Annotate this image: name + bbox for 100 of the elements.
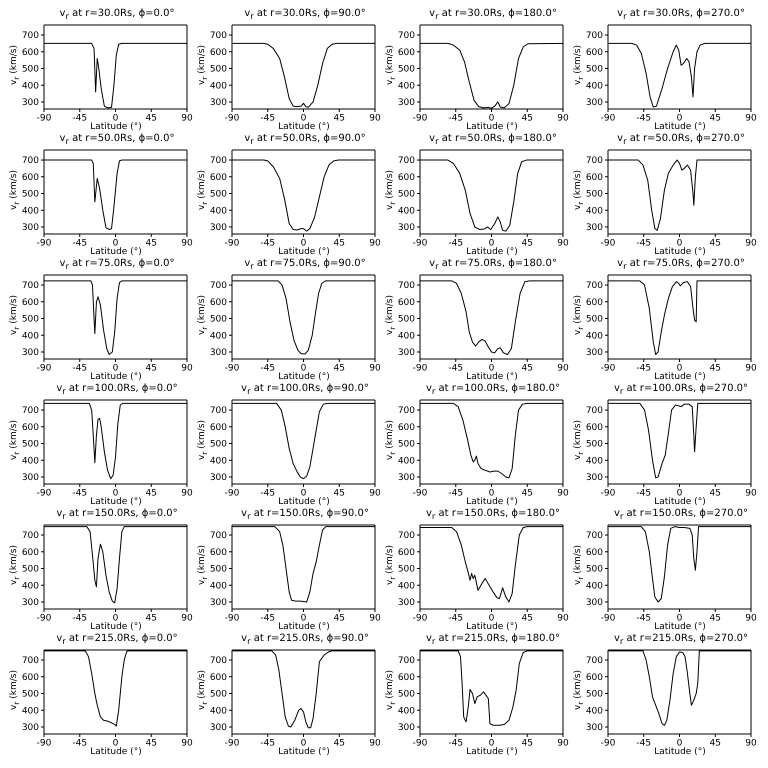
x-tick-label: 45 — [522, 363, 533, 374]
y-tick-label: 300 — [22, 723, 40, 734]
x-tick-label: -45 — [448, 238, 464, 248]
x-tick-label: -90 — [36, 113, 52, 124]
x-tick-label: 90 — [557, 738, 569, 748]
x-tick-label: 90 — [745, 738, 757, 748]
x-tick-label: 90 — [369, 363, 381, 374]
y-tick-label: 300 — [210, 723, 228, 734]
x-tick-label: 0 — [676, 488, 683, 498]
chart-title: v$_{r}$ at r=215.0Rs, ϕ=180.0° — [424, 633, 561, 647]
y-tick-label: 500 — [398, 64, 416, 75]
x-axis-title: Latitude (°) — [653, 122, 707, 133]
chart-title: v$_{r}$ at r=75.0Rs, ϕ=90.0° — [243, 258, 367, 272]
y-tick-label: 600 — [22, 48, 40, 58]
y-tick-label: 500 — [210, 64, 228, 75]
y-tick-label: 700 — [398, 31, 416, 42]
x-tick-label: -45 — [260, 363, 276, 374]
y-tick-label: 300 — [586, 223, 604, 234]
x-tick-label: 0 — [300, 488, 307, 498]
x-tick-label: 0 — [488, 488, 495, 498]
y-tick-label: 300 — [398, 98, 416, 108]
x-tick-label: -90 — [600, 738, 616, 748]
x-tick-label: -90 — [412, 738, 428, 748]
y-tick-label: 400 — [22, 456, 40, 466]
y-tick-label: 400 — [586, 581, 604, 592]
x-tick-label: -45 — [72, 238, 88, 248]
x-tick-label: -90 — [412, 363, 428, 374]
x-axis-title: Latitude (°) — [277, 747, 331, 758]
x-tick-label: 0 — [488, 363, 495, 374]
x-tick-label: 0 — [488, 238, 495, 248]
x-tick-label: 90 — [369, 113, 381, 124]
x-tick-label: 0 — [112, 113, 119, 124]
y-tick-label: 500 — [586, 190, 604, 200]
y-tick-label: 400 — [210, 581, 228, 592]
y-tick-label: 600 — [22, 298, 40, 308]
x-tick-label: -45 — [72, 363, 88, 374]
y-tick-label: 300 — [210, 348, 228, 358]
x-tick-label: -45 — [448, 113, 464, 124]
chart-title: v$_{r}$ at r=215.0Rs, ϕ=0.0° — [55, 633, 179, 647]
x-tick-label: -45 — [448, 738, 464, 748]
x-tick-label: 45 — [710, 613, 721, 624]
x-tick-label: 90 — [557, 363, 569, 374]
x-tick-label: -45 — [448, 488, 464, 498]
x-tick-label: 0 — [488, 738, 495, 748]
y-tick-label: 600 — [22, 548, 40, 558]
x-tick-label: -90 — [36, 238, 52, 248]
y-tick-label: 500 — [398, 314, 416, 325]
y-tick-label: 600 — [398, 672, 416, 683]
x-tick-label: -90 — [600, 113, 616, 124]
x-tick-label: 0 — [300, 238, 307, 248]
x-tick-label: 0 — [676, 238, 683, 248]
x-tick-label: 45 — [710, 488, 721, 498]
chart-title: v$_{r}$ at r=150.0Rs, ϕ=90.0° — [240, 508, 370, 522]
y-tick-label: 300 — [398, 598, 416, 608]
y-tick-label: 400 — [586, 81, 604, 92]
chart-title: v$_{r}$ at r=50.0Rs, ϕ=180.0° — [428, 133, 558, 147]
x-tick-label: 45 — [522, 238, 533, 248]
y-tick-label: 700 — [210, 31, 228, 42]
x-tick-label: 45 — [146, 113, 157, 124]
y-tick-label: 400 — [210, 206, 228, 216]
y-tick-label: 500 — [398, 440, 416, 450]
x-axis-title: Latitude (°) — [89, 497, 142, 508]
y-tick-label: 500 — [586, 314, 604, 325]
x-tick-label: -90 — [224, 738, 240, 748]
x-tick-label: 0 — [112, 488, 119, 498]
x-tick-label: -90 — [224, 613, 240, 624]
y-tick-label: 400 — [398, 706, 416, 716]
y-tick-label: 700 — [22, 406, 40, 416]
x-axis-title: Latitude (°) — [653, 372, 707, 383]
x-tick-label: 45 — [334, 613, 345, 624]
x-tick-label: -90 — [36, 613, 52, 624]
y-tick-label: 700 — [586, 531, 604, 542]
y-tick-label: 400 — [210, 81, 228, 92]
x-axis-title: Latitude (°) — [89, 122, 143, 133]
y-tick-label: 600 — [586, 422, 604, 433]
x-tick-label: -90 — [224, 238, 240, 248]
x-tick-label: 90 — [181, 738, 193, 748]
x-axis-title: Latitude (°) — [277, 372, 331, 383]
y-tick-label: 700 — [398, 531, 416, 542]
chart-title: v$_{r}$ at r=150.0Rs, ϕ=180.0° — [424, 508, 561, 522]
y-tick-label: 700 — [210, 531, 228, 542]
x-axis-title: Latitude (°) — [89, 247, 143, 258]
chart-title: v$_{r}$ at r=215.0Rs, ϕ=270.0° — [612, 633, 749, 647]
x-tick-label: -90 — [412, 238, 428, 248]
x-axis-title: Latitude (°) — [465, 622, 519, 633]
y-tick-label: 600 — [210, 48, 228, 58]
y-tick-label: 700 — [398, 281, 416, 292]
y-tick-label: 400 — [398, 206, 416, 216]
x-tick-label: 90 — [745, 238, 757, 248]
y-tick-label: 700 — [398, 656, 416, 666]
chart-title: v$_{r}$ at r=100.0Rs, ϕ=270.0° — [612, 383, 749, 397]
y-tick-label: 300 — [210, 98, 228, 108]
chart-title: v$_{r}$ at r=75.0Rs, ϕ=0.0° — [58, 258, 176, 272]
y-tick-label: 600 — [210, 548, 228, 558]
y-tick-label: 300 — [586, 598, 604, 608]
x-tick-label: 45 — [334, 113, 345, 124]
x-tick-label: 45 — [334, 738, 345, 748]
x-tick-label: -45 — [260, 113, 276, 124]
x-axis-title: Latitude (°) — [653, 497, 707, 508]
x-tick-label: -90 — [412, 488, 428, 498]
